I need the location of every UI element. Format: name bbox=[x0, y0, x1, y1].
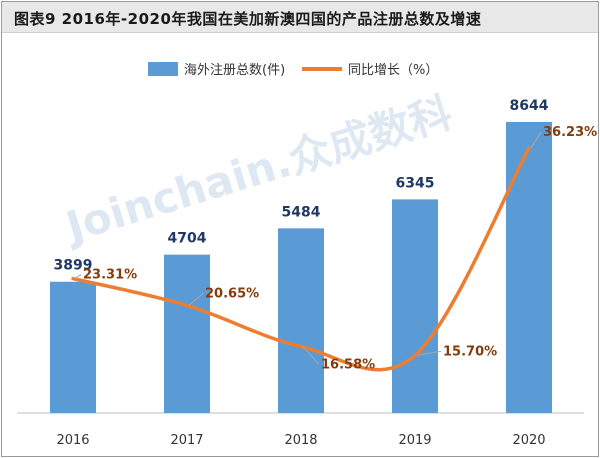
bar-value-label: 3899 bbox=[54, 258, 93, 274]
bar-value-label: 8644 bbox=[510, 98, 549, 114]
chart-title: 图表9 2016年-2020年我国在美加新澳四国的产品注册总数及增速 bbox=[14, 10, 482, 28]
growth-value-label: 36.23% bbox=[543, 125, 597, 140]
growth-leader-line bbox=[302, 346, 320, 365]
x-tick-label: 2019 bbox=[398, 433, 431, 448]
bar-2019 bbox=[392, 199, 438, 413]
growth-value-label: 20.65% bbox=[205, 286, 259, 301]
x-tick-label: 2017 bbox=[170, 433, 203, 448]
x-tick-label: 2016 bbox=[56, 433, 89, 448]
bar-value-label: 5484 bbox=[282, 204, 321, 220]
legend-bar-label: 海外注册总数(件) bbox=[184, 63, 285, 78]
growth-leader-line bbox=[416, 350, 442, 356]
growth-leader-line bbox=[188, 293, 204, 306]
bar-2020 bbox=[506, 121, 552, 413]
legend-line-label: 同比增长（%） bbox=[348, 63, 438, 78]
legend-bar-swatch bbox=[148, 62, 178, 76]
bar-2016 bbox=[50, 281, 96, 413]
title-bar: 图表9 2016年-2020年我国在美加新澳四国的产品注册总数及增速 bbox=[2, 2, 598, 33]
bar-2018 bbox=[278, 228, 324, 413]
x-tick-label: 2018 bbox=[284, 433, 317, 448]
growth-leader-line bbox=[530, 131, 542, 149]
x-tick-label: 2020 bbox=[512, 433, 545, 448]
growth-value-label: 15.70% bbox=[443, 344, 497, 359]
legend: 海外注册总数(件) 同比增长（%） bbox=[148, 62, 438, 78]
growth-value-label: 16.58% bbox=[321, 358, 375, 373]
bar-value-label: 4704 bbox=[168, 231, 207, 247]
bar-value-label: 6345 bbox=[396, 175, 435, 191]
growth-rate-line bbox=[71, 146, 531, 372]
growth-value-label: 23.31% bbox=[83, 268, 137, 283]
bar-2017 bbox=[164, 254, 210, 413]
growth-leader-line bbox=[74, 274, 82, 279]
